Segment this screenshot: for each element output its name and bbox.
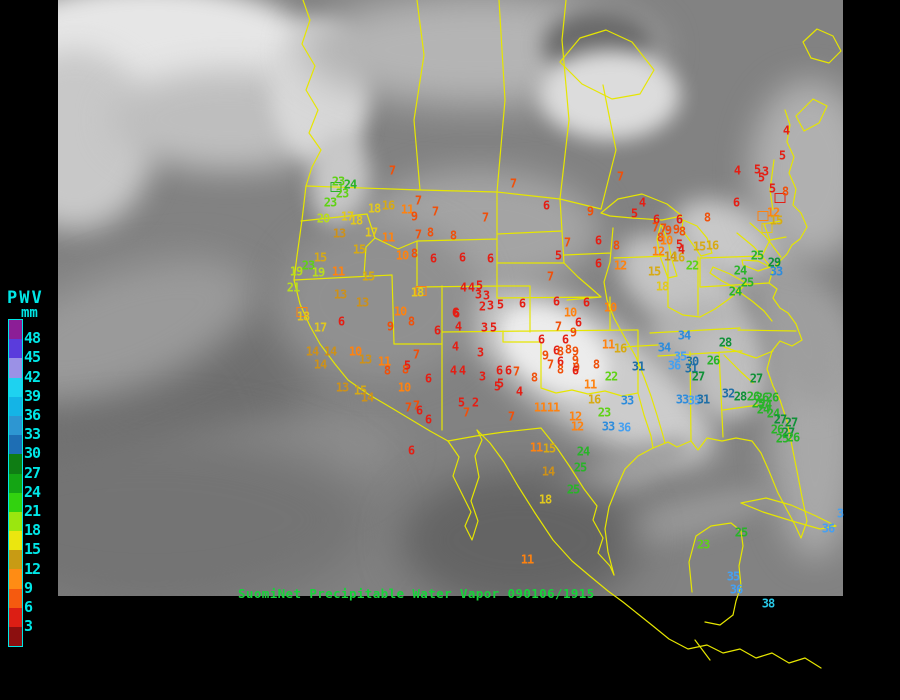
- legend-tick-label: 27: [24, 463, 41, 482]
- legend-tick-label: 39: [24, 386, 41, 405]
- newfoundland-outline: [802, 28, 842, 64]
- legend-swatch: [9, 627, 22, 647]
- legend-swatch: [9, 588, 22, 608]
- state-borders: [293, 159, 797, 449]
- legend-tick-label: 45: [24, 348, 41, 367]
- legend-tick-label: 33: [24, 425, 41, 444]
- legend-swatch: [9, 492, 22, 512]
- legend-swatch: [9, 320, 22, 340]
- legend-swatch: [9, 339, 22, 359]
- lake-erie: [709, 266, 747, 291]
- cloud-blob: [750, 80, 843, 260]
- legend-swatch: [9, 358, 22, 378]
- hudson-bay-outline: [559, 29, 655, 100]
- lake-ontario: [741, 259, 771, 272]
- legend-tick-label: 24: [24, 482, 41, 501]
- legend-swatch: [9, 415, 22, 436]
- legend-swatch: [9, 435, 22, 455]
- legend-tick-label: 30: [24, 444, 41, 463]
- legend-swatch: [9, 550, 22, 570]
- mexico-coastline: [476, 429, 822, 669]
- cuba-outline: [740, 497, 837, 530]
- product-caption: SuomiNet Precipitable Water Vapor 090106…: [238, 586, 595, 601]
- legend-swatch: [9, 473, 22, 493]
- legend-color-bar: [8, 319, 23, 648]
- yucatan-outline: [688, 522, 744, 616]
- legend-unit-label: mm: [21, 305, 38, 321]
- lake-superior: [600, 193, 683, 221]
- us-mexico-border: [447, 427, 615, 576]
- legend-tick-label: 48: [24, 329, 41, 348]
- province-lines: [413, 0, 617, 210]
- legend-swatch: [9, 396, 22, 416]
- legend-tick-label: 15: [24, 540, 41, 559]
- nova-scotia-outline: [795, 98, 828, 132]
- lake-michigan: [656, 223, 678, 279]
- satellite-image: [58, 0, 843, 596]
- legend-tick-label: 21: [24, 502, 41, 520]
- legend-swatch: [9, 511, 22, 532]
- legend-swatch: [9, 607, 22, 627]
- lake-huron: [681, 219, 713, 257]
- central-america-lines: [694, 614, 734, 661]
- cloud-blob: [280, 220, 480, 380]
- cloud-blob: [310, 130, 370, 230]
- gulf-atlantic-coastline: [604, 109, 808, 576]
- legend-title: PWV: [7, 288, 44, 308]
- legend-tick-label: 9: [24, 578, 33, 597]
- legend-swatch: [9, 569, 22, 589]
- pacific-coastline: [293, 0, 449, 442]
- legend-tick-label: 18: [24, 521, 41, 540]
- st-lawrence: [736, 222, 782, 267]
- legend-swatch: [9, 531, 22, 551]
- legend-tick-label: 3: [24, 617, 33, 636]
- legend-swatch: [9, 377, 22, 397]
- canada-border: [305, 185, 602, 210]
- baja-outline: [447, 429, 483, 541]
- legend-tick-label: 6: [24, 598, 33, 616]
- cloud-blob: [690, 320, 770, 420]
- legend-tick-label: 36: [24, 406, 41, 424]
- legend-swatch: [9, 454, 22, 474]
- legend-tick-label: 42: [24, 367, 41, 386]
- legend-tick-label: 12: [24, 559, 41, 578]
